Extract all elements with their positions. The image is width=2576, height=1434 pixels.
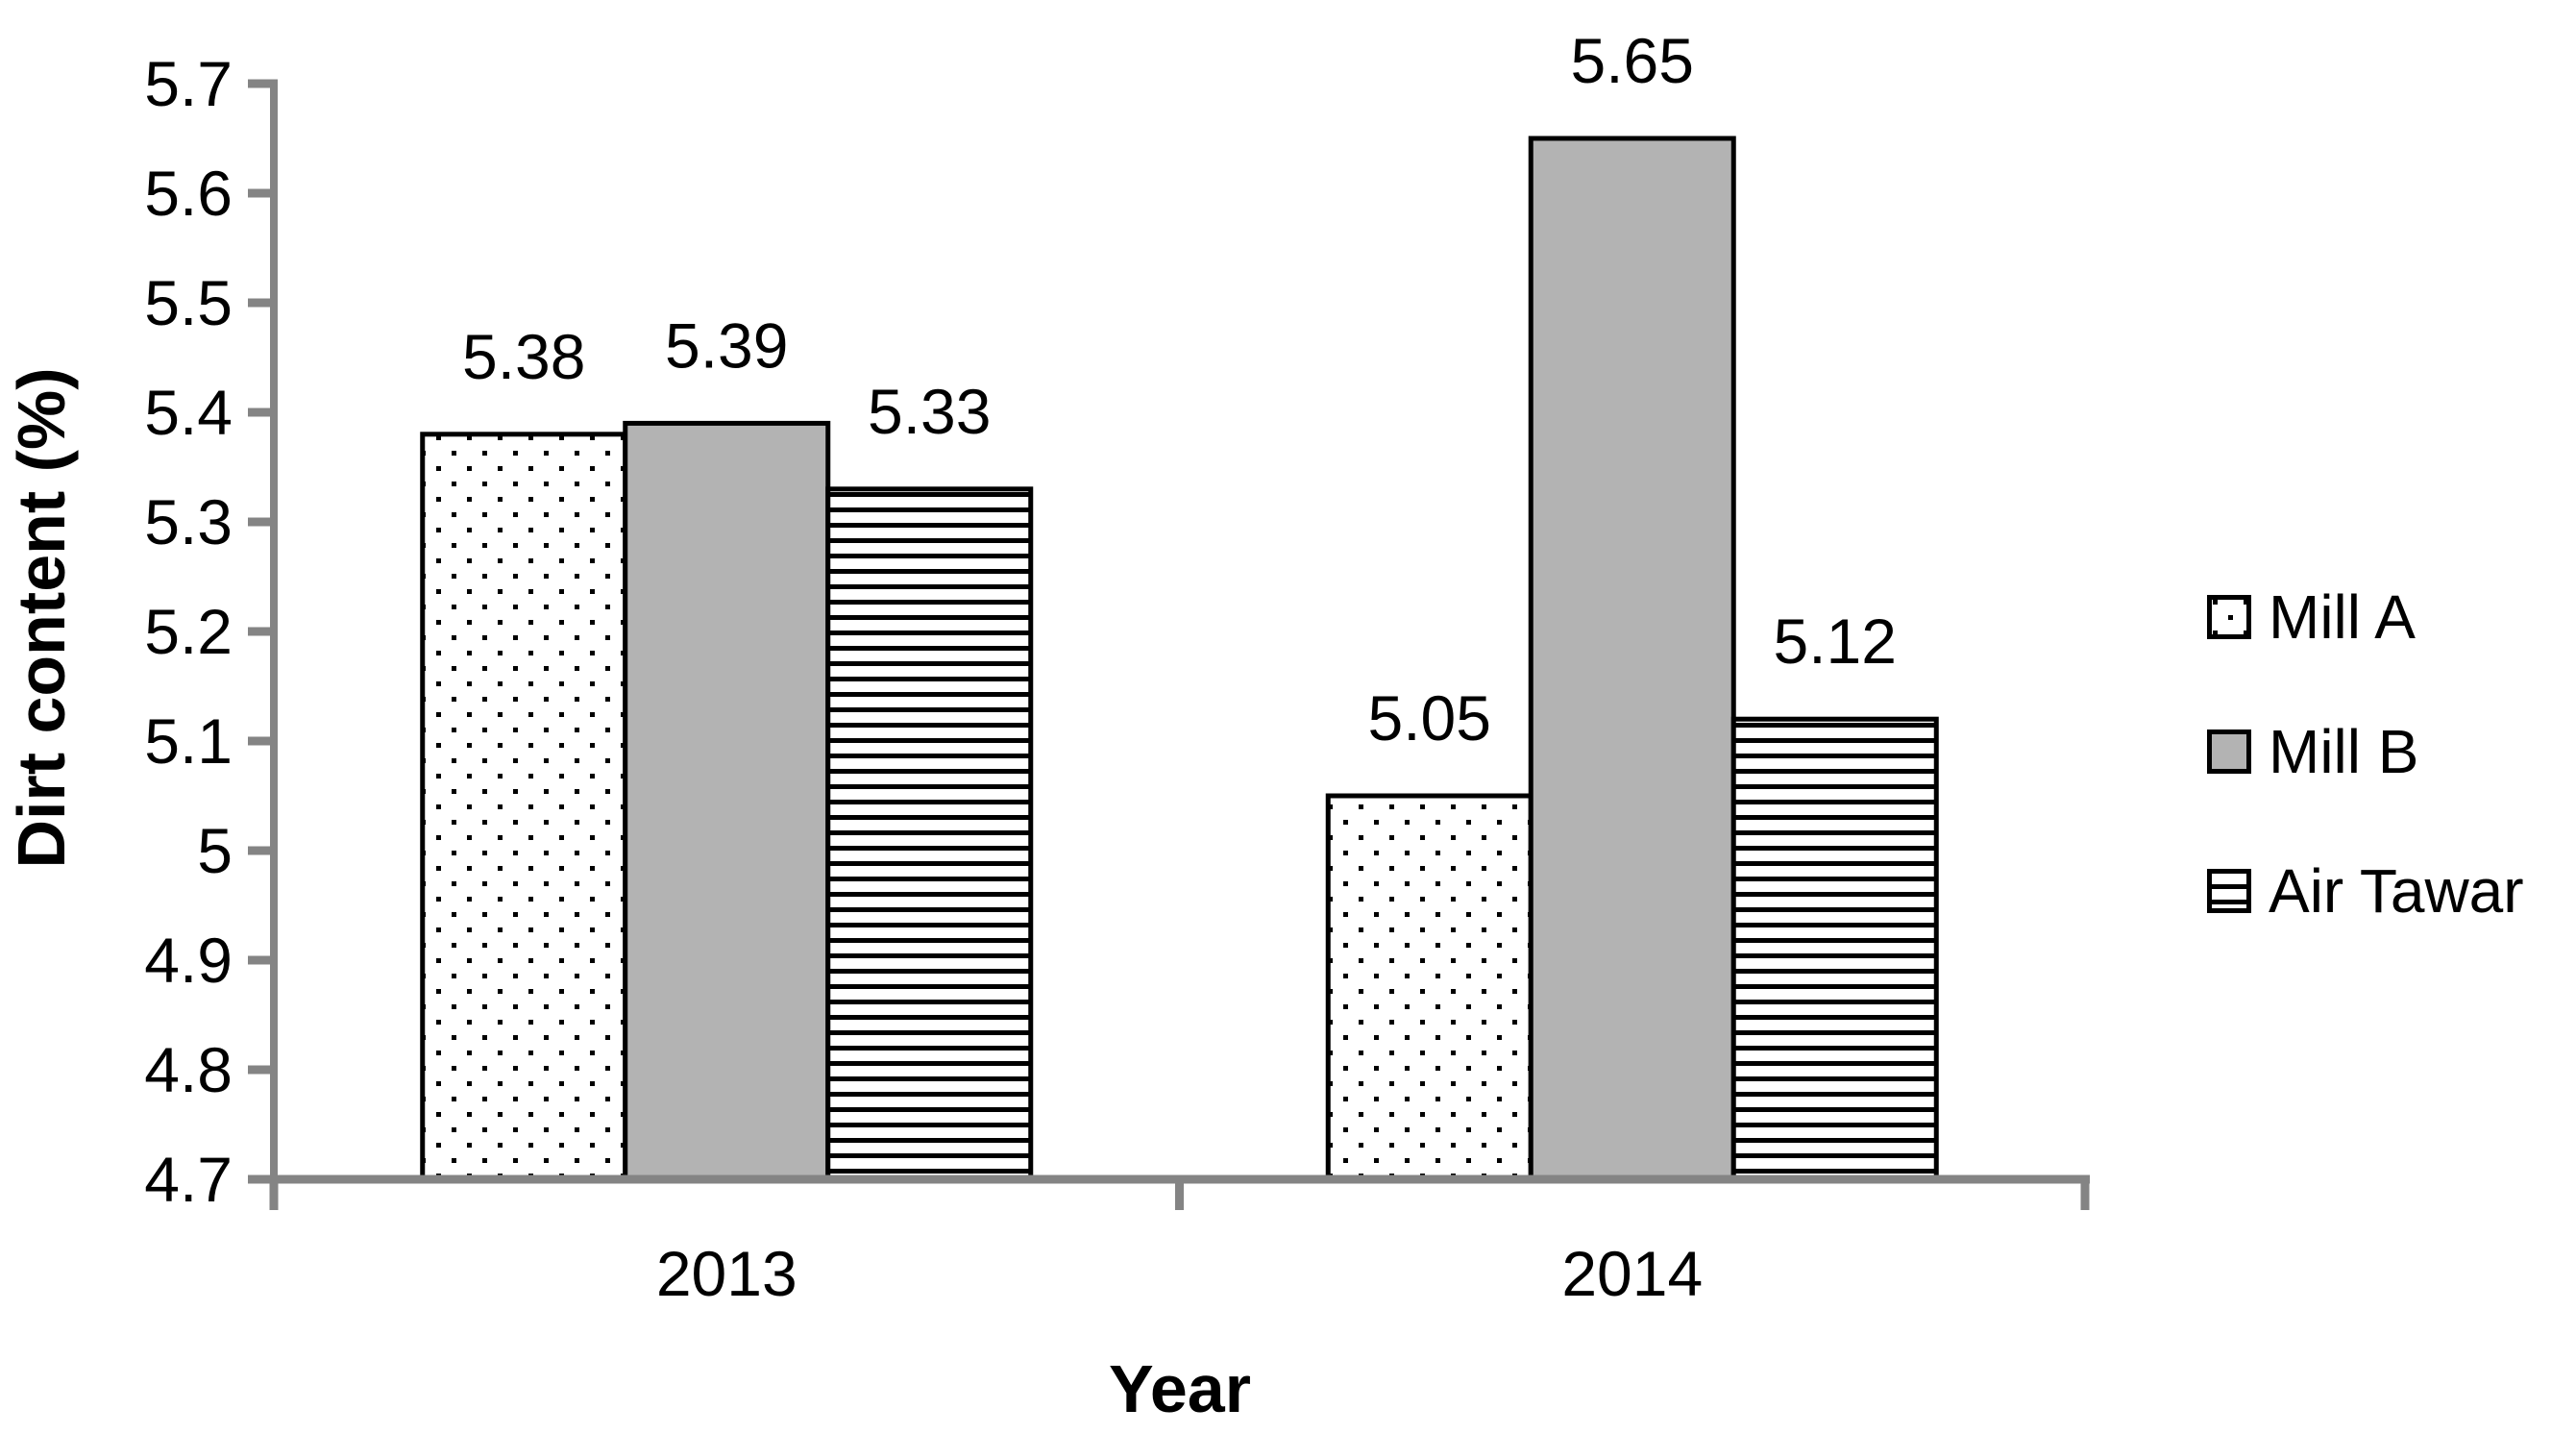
bar-2014-air-tawar — [1730, 716, 1939, 1182]
legend-label-mill-b: Mill B — [2269, 717, 2419, 786]
y-tick-label-4-8: 4.8 — [144, 1034, 233, 1105]
y-axis-title: Dirt content (%) — [4, 367, 79, 869]
legend-item-mill-b: Mill B — [2207, 721, 2418, 782]
y-tick-label-5-7: 5.7 — [144, 48, 233, 119]
category-label-2013: 2013 — [656, 1238, 797, 1309]
y-tick-label-4-7: 4.7 — [144, 1144, 233, 1215]
bar-value-label-2014-mill-a: 5.05 — [1368, 682, 1491, 754]
bar-2014-mill-b — [1528, 136, 1736, 1182]
legend-item-mill-a: Mill A — [2207, 586, 2416, 648]
bar-value-label-2014-air-tawar: 5.12 — [1774, 606, 1897, 677]
y-tick-label-5-6: 5.6 — [144, 158, 233, 229]
bar-value-label-2013-mill-b: 5.39 — [665, 309, 788, 381]
bar-value-label-2014-mill-b: 5.65 — [1571, 25, 1694, 96]
category-label-2014: 2014 — [1561, 1238, 1703, 1309]
bar-2013-mill-a — [420, 432, 628, 1182]
y-tick-label-5-3: 5.3 — [144, 486, 233, 557]
y-tick-label-4-9: 4.9 — [144, 925, 233, 996]
legend-swatch-dots-icon — [2207, 595, 2251, 639]
bar-2013-air-tawar — [825, 486, 1034, 1182]
legend-swatch-hlines-icon — [2207, 869, 2251, 913]
bar-value-label-2013-mill-a: 5.38 — [462, 321, 585, 392]
y-tick-label-5-1: 5.1 — [144, 705, 233, 777]
legend-label-air-tawar: Air Tawar — [2269, 856, 2524, 926]
x-axis-title: Year — [1109, 1351, 1251, 1426]
bar-2014-mill-a — [1325, 793, 1533, 1182]
bars-layer — [420, 136, 1939, 1182]
bar-2013-mill-b — [623, 420, 831, 1182]
labels-layer: 5.38 5.395.3320135.055.655.1220144.74.84.… — [144, 25, 1897, 1309]
bar-value-label-2013-air-tawar: 5.33 — [868, 376, 991, 447]
legend-swatch-solid-icon — [2207, 729, 2251, 774]
y-tick-label-5-5: 5.5 — [144, 267, 233, 338]
axes-layer — [248, 79, 2090, 1210]
legend-item-air-tawar: Air Tawar — [2207, 860, 2524, 922]
y-tick-label-5-4: 5.4 — [144, 377, 233, 448]
legend-label-mill-a: Mill A — [2269, 582, 2416, 652]
y-tick-label-5: 5 — [197, 815, 233, 886]
y-tick-label-5-2: 5.2 — [144, 596, 233, 667]
